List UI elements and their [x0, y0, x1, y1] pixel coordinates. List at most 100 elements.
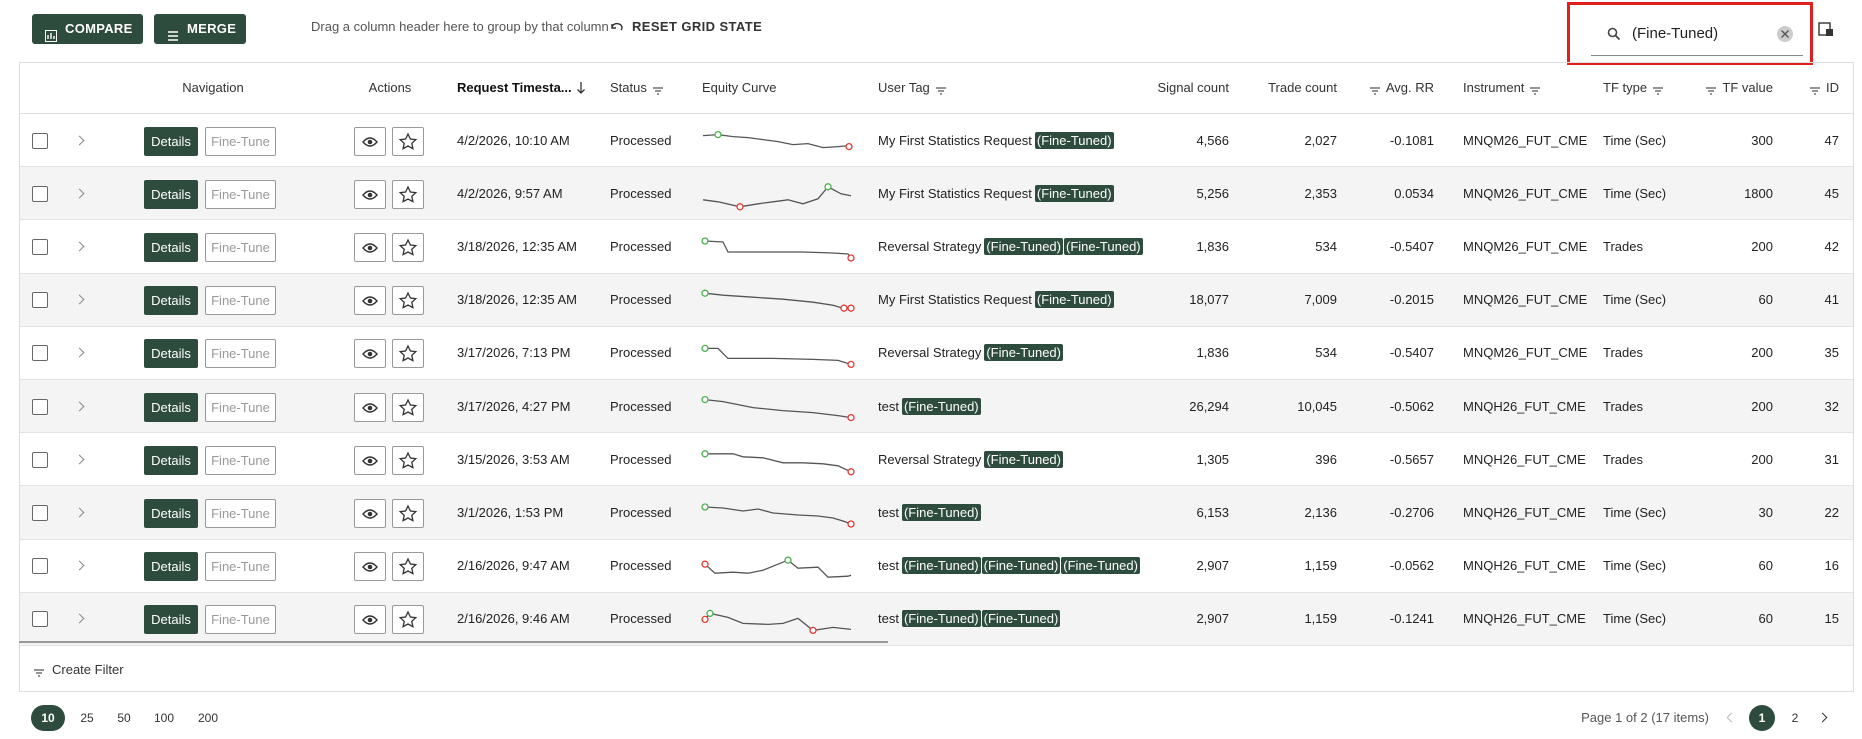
user-tag: test: [878, 611, 899, 627]
favorite-button[interactable]: [392, 445, 424, 475]
next-page[interactable]: [1817, 712, 1828, 723]
column-header[interactable]: TF value: [1722, 80, 1773, 95]
search-input[interactable]: (Fine-Tuned): [1632, 25, 1719, 42]
reset-grid-button[interactable]: RESET GRID STATE: [632, 19, 763, 34]
view-button[interactable]: [354, 552, 386, 582]
view-button[interactable]: [354, 286, 386, 316]
column-header[interactable]: Status: [610, 80, 647, 95]
favorite-button[interactable]: [392, 339, 424, 369]
column-header[interactable]: Equity Curve: [702, 80, 777, 95]
fine-tune-button[interactable]: Fine-Tune: [205, 392, 276, 422]
fine-tune-button[interactable]: Fine-Tune: [205, 445, 276, 475]
column-header[interactable]: ID: [1826, 80, 1839, 95]
fine-tune-button[interactable]: Fine-Tune: [205, 552, 276, 582]
column-chooser[interactable]: [1818, 22, 1834, 38]
view-button[interactable]: [354, 126, 386, 156]
row-checkbox[interactable]: [32, 398, 48, 415]
fine-tune-button[interactable]: Fine-Tune: [205, 126, 276, 156]
cell-trade-count: 2,136: [1304, 505, 1337, 520]
details-button[interactable]: Details: [144, 233, 198, 262]
cell-avg-rr: -0.5657: [1389, 451, 1434, 467]
details-button[interactable]: Details: [144, 286, 198, 316]
prev-page[interactable]: [1726, 712, 1737, 723]
details-button[interactable]: Details: [144, 339, 198, 369]
page-size-option[interactable]: 50: [117, 711, 131, 725]
column-header[interactable]: Instrument: [1463, 80, 1525, 95]
details-button[interactable]: Details: [144, 126, 198, 156]
reset-icon[interactable]: [609, 21, 623, 33]
favorite-button[interactable]: [392, 605, 424, 635]
cell-avg-rr: -0.1081: [1389, 132, 1434, 148]
row-checkbox[interactable]: [32, 451, 48, 468]
favorite-button[interactable]: [392, 286, 424, 316]
row-checkbox[interactable]: [32, 611, 48, 628]
cell-status: Processed: [610, 558, 672, 574]
toolbar-button[interactable]: COMPARE: [32, 14, 143, 44]
row-checkbox[interactable]: [32, 239, 48, 255]
details-button[interactable]: Details: [144, 552, 198, 582]
column-header[interactable]: Actions: [368, 80, 412, 95]
fine-tune-button[interactable]: Fine-Tune: [205, 339, 276, 369]
favorite-button[interactable]: [392, 233, 424, 262]
cell-instrument: MNQH26_FUT_CME: [1463, 505, 1586, 520]
page-size-option[interactable]: 100: [153, 711, 175, 725]
fine-tune-button[interactable]: Fine-Tune: [205, 179, 276, 209]
search-highlight: (Fine-Tuned): [984, 450, 1063, 468]
fine-tune-button[interactable]: Fine-Tune: [205, 233, 276, 262]
row-checkbox[interactable]: [32, 505, 48, 521]
view-button[interactable]: [354, 179, 386, 209]
cell-instrument: MNQM26_FUT_CME: [1463, 132, 1588, 148]
page-button[interactable]: 2: [1791, 711, 1799, 725]
user-tag-cell: Reversal Strategy (Fine-Tuned): [878, 344, 1063, 362]
row-checkbox[interactable]: [32, 558, 48, 575]
row-checkbox[interactable]: [32, 185, 48, 202]
search-highlight: (Fine-Tuned): [1034, 131, 1114, 149]
view-button[interactable]: [354, 499, 386, 528]
column-header[interactable]: TF type: [1603, 80, 1648, 95]
create-filter[interactable]: Create Filter: [52, 662, 124, 677]
details-button[interactable]: Details: [144, 605, 198, 635]
clear-search[interactable]: [1776, 25, 1794, 43]
favorite-button[interactable]: [392, 126, 424, 156]
details-button[interactable]: Details: [144, 179, 198, 209]
view-button[interactable]: [354, 233, 386, 262]
page-size-option[interactable]: 10: [31, 705, 65, 731]
details-button[interactable]: Details: [144, 445, 198, 475]
details-button[interactable]: Details: [144, 499, 198, 528]
column-header[interactable]: User Tag: [878, 80, 930, 95]
page-button[interactable]: 1: [1749, 705, 1775, 731]
fine-tune-button[interactable]: Fine-Tune: [205, 286, 276, 316]
favorite-button[interactable]: [392, 179, 424, 209]
page-size-option[interactable]: 25: [80, 711, 94, 725]
cell-tf-value: 200: [1751, 451, 1773, 467]
column-header[interactable]: Avg. RR: [1385, 80, 1434, 95]
page-size-option[interactable]: 200: [197, 711, 219, 725]
row-checkbox[interactable]: [32, 292, 48, 309]
view-button[interactable]: [354, 339, 386, 369]
toolbar-button[interactable]: MERGE: [154, 14, 246, 44]
view-button[interactable]: [354, 392, 386, 422]
user-tag: test: [878, 558, 899, 574]
favorite-button[interactable]: [392, 552, 424, 582]
column-header[interactable]: Request Timesta...: [457, 80, 572, 95]
search-highlight-frame: [1567, 2, 1813, 65]
column-header[interactable]: Trade count: [1268, 80, 1337, 95]
search-highlight: (Fine-Tuned): [901, 504, 981, 521]
table-row: [20, 167, 1853, 221]
search-highlight: (Fine-Tuned): [1063, 238, 1143, 255]
cell-tf-type: Time (Sec): [1603, 611, 1667, 627]
row-checkbox[interactable]: [32, 345, 48, 362]
fine-tune-button[interactable]: Fine-Tune: [205, 499, 276, 528]
fine-tune-button[interactable]: Fine-Tune: [205, 605, 276, 635]
column-header[interactable]: Signal count: [1157, 80, 1229, 95]
details-button[interactable]: Details: [144, 392, 198, 422]
favorite-button[interactable]: [392, 499, 424, 528]
column-header[interactable]: Navigation: [182, 80, 244, 95]
view-button[interactable]: [354, 605, 386, 635]
row-checkbox[interactable]: [32, 132, 48, 149]
view-button[interactable]: [354, 445, 386, 475]
cell-avg-rr: -0.5407: [1389, 239, 1434, 254]
filter-icon: [1705, 83, 1717, 95]
cell-instrument: MNQH26_FUT_CME: [1463, 451, 1586, 467]
favorite-button[interactable]: [392, 392, 424, 422]
